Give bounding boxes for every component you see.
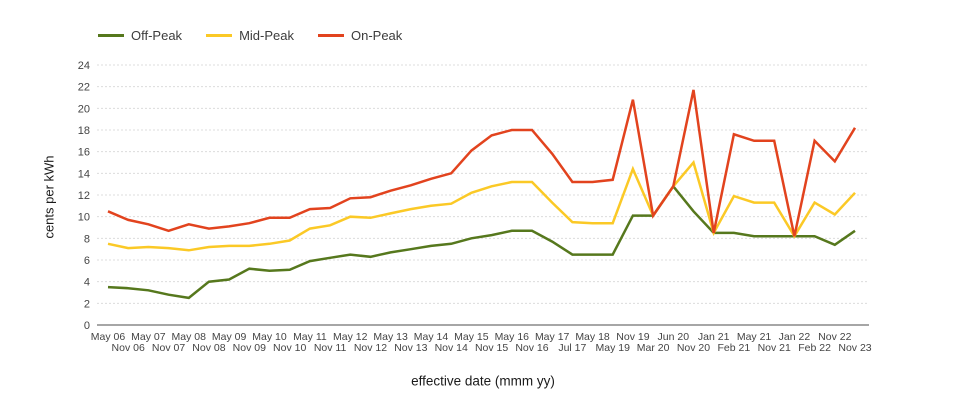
x-tick-label: Nov 14 xyxy=(435,342,468,354)
x-tick-label: Nov 07 xyxy=(152,342,185,354)
x-tick-label: Nov 09 xyxy=(233,342,266,354)
x-tick-label: Nov 13 xyxy=(394,342,427,354)
x-tick-label: May 18 xyxy=(575,331,610,343)
y-tick-label: 2 xyxy=(84,298,90,310)
x-tick-label: Mar 20 xyxy=(637,342,670,354)
x-tick-label: Nov 11 xyxy=(314,342,347,354)
legend-label-off-peak: Off-Peak xyxy=(131,28,183,43)
x-tick-label: May 14 xyxy=(414,331,449,343)
x-tick-label: Jan 22 xyxy=(779,331,811,343)
x-tick-label: Nov 20 xyxy=(677,342,710,354)
y-tick-label: 14 xyxy=(78,168,90,180)
y-tick-label: 12 xyxy=(78,190,90,202)
legend-item-on-peak: On-Peak xyxy=(317,28,403,43)
mid-peak-line-swatch-icon xyxy=(206,34,233,37)
x-tick-label: May 15 xyxy=(454,331,489,343)
x-axis-title: effective date (mmm yy) xyxy=(411,373,555,389)
y-tick-label: 18 xyxy=(78,125,90,137)
legend-item-mid-peak: Mid-Peak xyxy=(206,28,294,43)
series-line-mid-peak xyxy=(107,159,856,252)
x-tick-label: May 06 xyxy=(91,331,126,343)
legend-label-mid-peak: Mid-Peak xyxy=(239,28,294,43)
x-tick-label: Feb 21 xyxy=(718,342,751,354)
x-tick-label: May 10 xyxy=(252,331,287,343)
x-tick-label: Jul 17 xyxy=(558,342,586,354)
x-tick-label: May 17 xyxy=(535,331,570,343)
x-tick-label: May 21 xyxy=(737,331,772,343)
y-tick-label: 8 xyxy=(84,233,90,245)
y-tick-label: 10 xyxy=(78,212,90,224)
y-tick-label: 24 xyxy=(78,60,90,72)
x-tick-label: May 13 xyxy=(373,331,408,343)
x-tick-label: Nov 21 xyxy=(758,342,791,354)
x-tick-label: Nov 06 xyxy=(112,342,145,354)
y-tick-label: 0 xyxy=(84,320,90,332)
x-tick-label: Nov 10 xyxy=(273,342,306,354)
y-tick-label: 16 xyxy=(78,147,90,159)
x-tick-label: May 09 xyxy=(212,331,247,343)
x-tick-label: Nov 23 xyxy=(838,342,871,354)
legend-item-off-peak: Off-Peak xyxy=(98,28,182,43)
x-tick-label: May 19 xyxy=(596,342,631,354)
x-tick-label: May 08 xyxy=(172,331,207,343)
y-tick-label: 22 xyxy=(78,82,90,94)
x-tick-label: May 16 xyxy=(495,331,530,343)
x-tick-label: Nov 19 xyxy=(616,331,649,343)
x-tick-label: May 12 xyxy=(333,331,368,343)
x-tick-label: Nov 22 xyxy=(818,331,851,343)
chart-legend: Off-Peak Mid-Peak On-Peak xyxy=(98,28,402,43)
x-tick-label: Jan 21 xyxy=(698,331,730,343)
x-tick-label: May 07 xyxy=(131,331,166,343)
x-tick-label: Nov 12 xyxy=(354,342,387,354)
y-tick-label: 4 xyxy=(84,277,90,289)
series-line-off-peak xyxy=(107,184,856,300)
x-tick-label: Feb 22 xyxy=(798,342,831,354)
x-tick-label: Nov 15 xyxy=(475,342,508,354)
y-tick-label: 6 xyxy=(84,255,90,267)
off-peak-line-swatch-icon xyxy=(98,34,124,37)
legend-label-on-peak: On-Peak xyxy=(350,28,403,43)
y-tick-label: 20 xyxy=(78,103,90,115)
series-line-on-peak xyxy=(107,89,857,237)
x-tick-label: Nov 08 xyxy=(192,342,225,354)
x-tick-label: May 11 xyxy=(293,331,327,343)
x-tick-label: Jun 20 xyxy=(658,331,690,343)
on-peak-line-swatch-icon xyxy=(317,34,344,37)
x-tick-label: Nov 16 xyxy=(515,342,548,354)
